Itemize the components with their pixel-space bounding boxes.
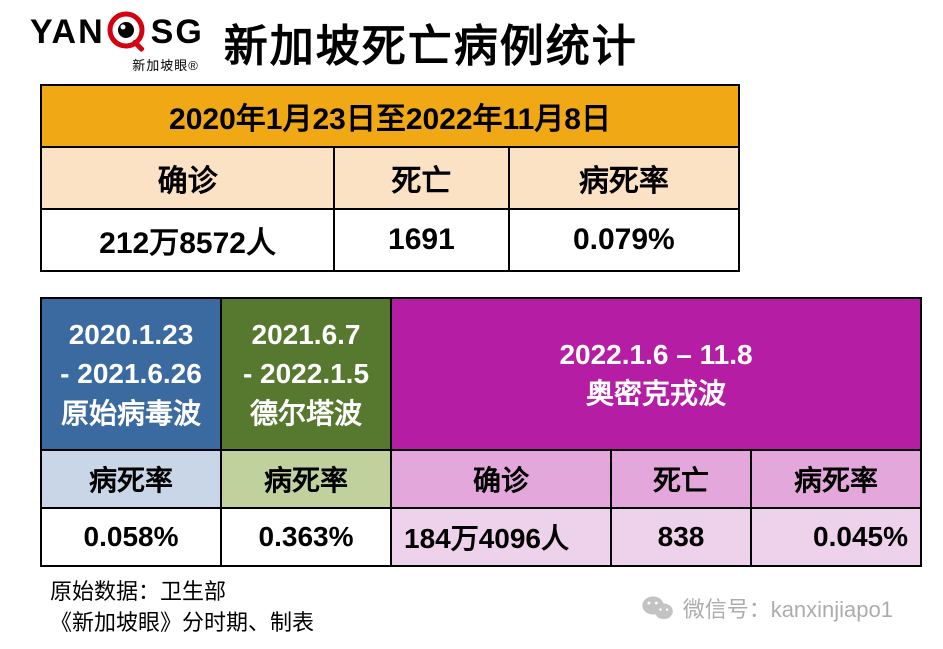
value-cfr: 0.079%: [509, 209, 739, 271]
logo-subtitle: 新加坡眼®: [132, 55, 199, 74]
wave-original-label: 病死率: [41, 450, 221, 508]
value-confirmed: 212万8572人: [41, 209, 334, 271]
logo: YAN SG 新加坡眼®: [30, 11, 204, 74]
wave-original-header: 2020.1.23 - 2021.6.26 原始病毒波: [41, 298, 221, 450]
wave-delta-line3: 德尔塔波: [226, 394, 386, 433]
wechat-icon: [641, 594, 675, 622]
wave-omicron-line1: 2022.1.6 – 11.8: [396, 335, 916, 374]
logo-suffix: SG: [151, 15, 204, 49]
label-deaths: 死亡: [334, 147, 509, 209]
wave-omi-label-confirmed: 确诊: [391, 450, 611, 508]
footer: 原始数据：卫生部 《新加坡眼》分时期、制表 微信号：kanxinjiapo1: [50, 577, 893, 639]
wave-original-line1: 2020.1.23: [46, 315, 216, 354]
wave-original-line3: 原始病毒波: [46, 394, 216, 433]
summary-table: 2020年1月23日至2022年11月8日 确诊 死亡 病死率 212万8572…: [40, 84, 740, 272]
wave-delta-header: 2021.6.7 - 2022.1.5 德尔塔波: [221, 298, 391, 450]
source-text: 原始数据：卫生部 《新加坡眼》分时期、制表: [50, 577, 314, 639]
source-line1: 原始数据：卫生部: [50, 577, 314, 608]
logo-prefix: YAN: [30, 15, 105, 49]
label-cfr: 病死率: [509, 147, 739, 209]
logo-text: YAN SG: [30, 11, 204, 53]
wave-omi-value-deaths: 838: [611, 508, 751, 566]
header: YAN SG 新加坡眼® 新加坡死亡病例统计: [20, 10, 923, 74]
wave-delta-line1: 2021.6.7: [226, 315, 386, 354]
wave-omi-value-confirmed: 184万4096人: [391, 508, 611, 566]
wave-omi-value-cfr: 0.045%: [751, 508, 921, 566]
waves-table: 2020.1.23 - 2021.6.26 原始病毒波 2021.6.7 - 2…: [40, 297, 922, 567]
wave-delta-line2: - 2022.1.5: [226, 354, 386, 393]
wave-omi-label-cfr: 病死率: [751, 450, 921, 508]
wave-omicron-header: 2022.1.6 – 11.8 奥密克戎波: [391, 298, 921, 450]
wave-omi-label-deaths: 死亡: [611, 450, 751, 508]
source-line2: 《新加坡眼》分时期、制表: [50, 608, 314, 639]
label-confirmed: 确诊: [41, 147, 334, 209]
wave-delta-label: 病死率: [221, 450, 391, 508]
wave-original-value: 0.058%: [41, 508, 221, 566]
date-range-header: 2020年1月23日至2022年11月8日: [41, 85, 739, 147]
wave-omicron-line2: 奥密克戎波: [396, 374, 916, 413]
wave-delta-value: 0.363%: [221, 508, 391, 566]
logo-magnifier-icon: [107, 11, 149, 53]
wechat-label: 微信号：kanxinjiapo1: [683, 592, 893, 624]
wechat-watermark: 微信号：kanxinjiapo1: [641, 592, 893, 624]
page-title: 新加坡死亡病例统计: [224, 10, 638, 74]
wave-original-line2: - 2021.6.26: [46, 354, 216, 393]
value-deaths: 1691: [334, 209, 509, 271]
